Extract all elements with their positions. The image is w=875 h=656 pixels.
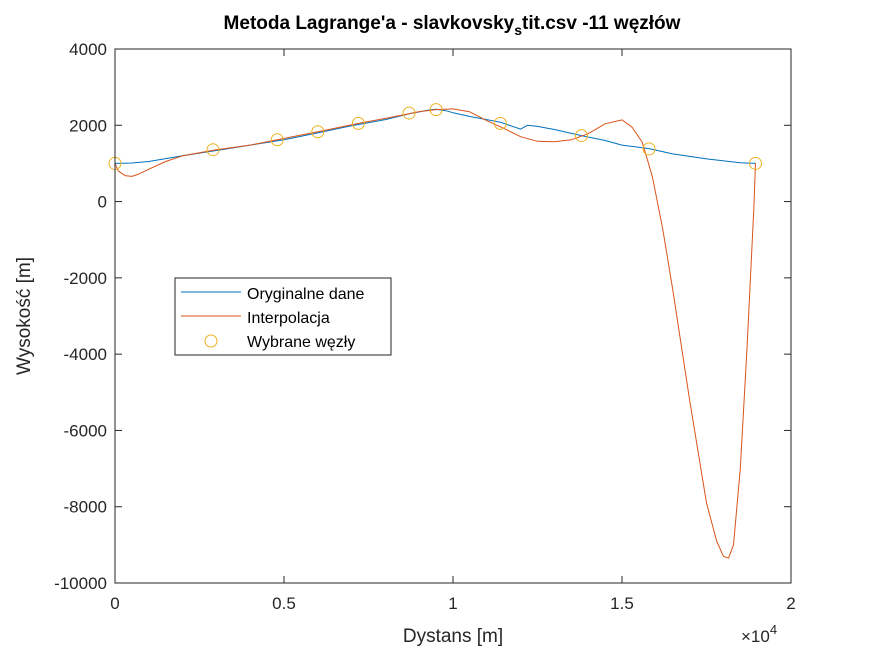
x-tick-label: 0.5 — [272, 594, 296, 613]
y-tick-label: 4000 — [69, 40, 107, 59]
series-wybrane-wezly-marker — [402, 106, 416, 120]
chart-title: Metoda Lagrange'a - slavkovskystit.csv -… — [224, 13, 681, 38]
x-tick-label: 1 — [448, 594, 457, 613]
chart-title-subscript: s — [514, 22, 522, 38]
legend-label-wybrane-wezly: Wybrane węzły — [247, 334, 355, 351]
y-tick-label: -10000 — [54, 574, 107, 593]
x-tick-label: 0 — [110, 594, 119, 613]
y-tick-label: -8000 — [64, 498, 107, 517]
y-tick-label: 2000 — [69, 116, 107, 135]
chart-title-rest: tit.csv -11 węzłów — [522, 13, 681, 34]
chart-title-main: Metoda Lagrange'a - slavkovsky — [224, 13, 515, 34]
legend-label-oryginalne-dane: Oryginalne dane — [247, 286, 365, 303]
legend: Oryginalne dane Interpolacja Wybrane węz… — [174, 277, 392, 356]
x-tick-label: 1.5 — [610, 594, 634, 613]
legend-marker-wybrane-wezly — [204, 334, 218, 348]
series-wybrane-wezly-marker — [351, 116, 365, 130]
series-wybrane-wezly-marker — [574, 129, 588, 143]
y-tick-label: -6000 — [64, 421, 107, 440]
series-wybrane-wezly-marker — [270, 133, 284, 147]
x-exponent-base: ×10 — [741, 627, 770, 646]
y-tick-label: 0 — [98, 193, 107, 212]
series-interpolacja-line — [114, 108, 756, 559]
series-wybrane-wezly-marker — [311, 125, 325, 139]
x-axis-label: Dystans [m] — [403, 626, 503, 647]
y-axis-label: Wysokość [m] — [14, 257, 35, 375]
series-wybrane-wezly-marker — [749, 156, 763, 170]
series-wybrane-wezly-marker — [429, 103, 443, 117]
series-wybrane-wezly-marker — [493, 116, 507, 130]
series-wybrane-wezly-marker — [642, 142, 656, 156]
y-ticks: -10000 -8000 -6000 -4000 -2000 0 2000 4000 — [54, 40, 791, 593]
x-ticks: 0 0.5 1 1.5 2 — [110, 49, 796, 613]
series-wybrane-wezly-marker — [206, 143, 220, 157]
x-exponent-label: ×104 — [741, 622, 777, 646]
legend-label-interpolacja: Interpolacja — [247, 310, 330, 327]
y-tick-label: -2000 — [64, 269, 107, 288]
y-tick-label: -4000 — [64, 345, 107, 364]
x-exponent-power: 4 — [770, 622, 777, 637]
x-tick-label: 2 — [786, 594, 795, 613]
